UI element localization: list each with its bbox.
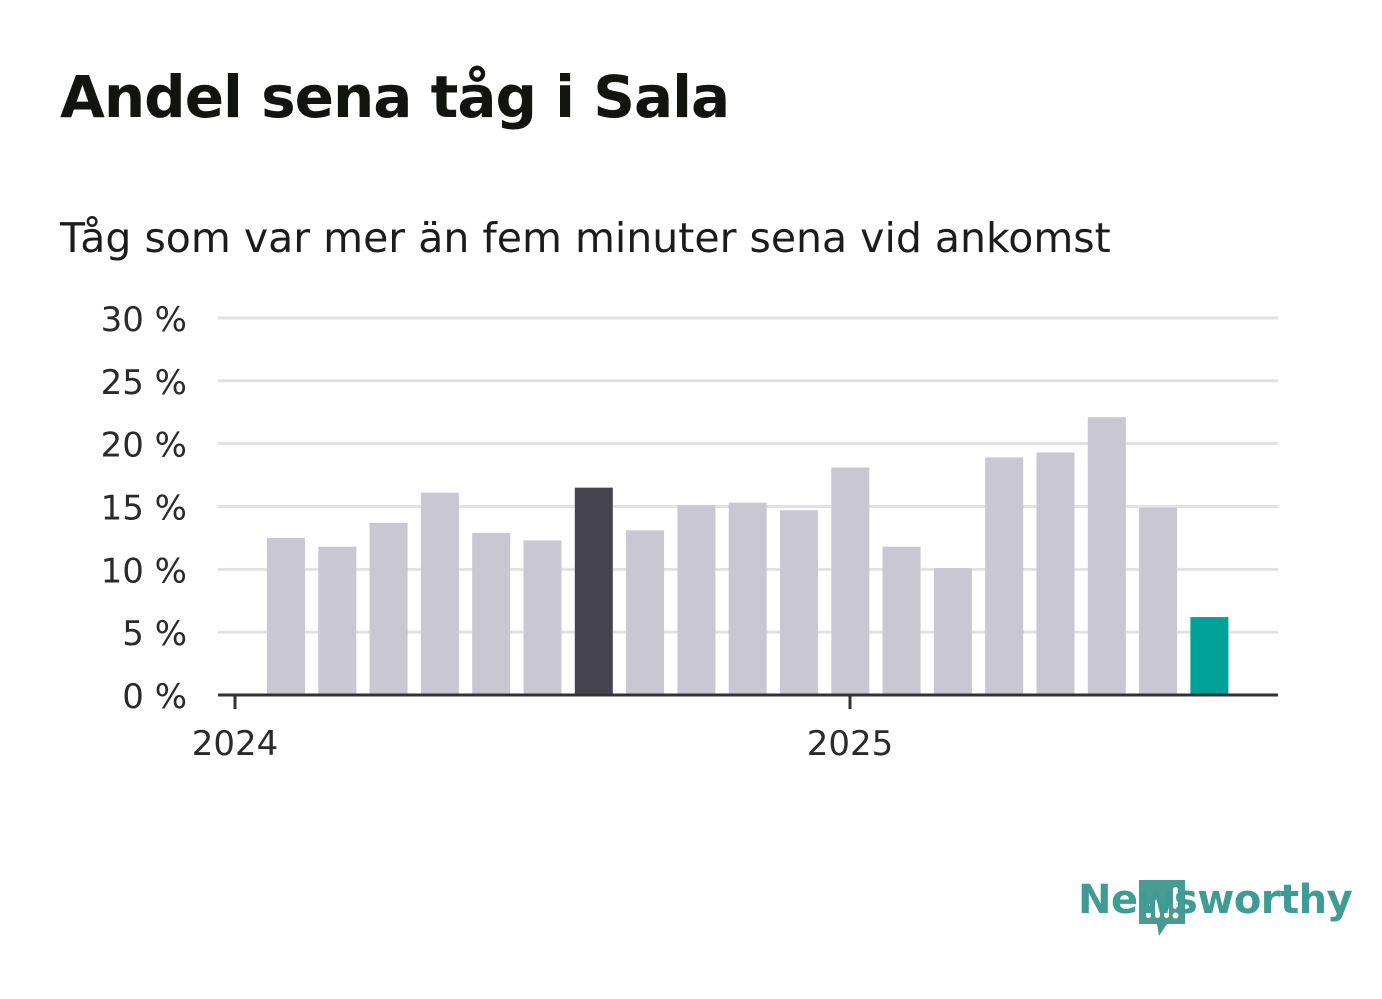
x-axis-ticks: 2024 2025 [192,695,894,764]
bar [933,568,972,695]
bar [267,537,305,695]
brand-name: Newsworthy [1078,877,1353,923]
bar [677,505,716,695]
bar [574,487,613,695]
bar [472,532,511,695]
bar [1190,617,1229,695]
bar [626,530,665,695]
y-tick-label: 15 % [101,489,187,529]
bar [780,510,818,695]
newsworthy-logo-icon [1139,880,1185,936]
chart-subtitle: Tåg som var mer än fem minuter sena vid … [60,214,1111,262]
y-tick-label: 5 % [122,614,187,654]
bar [985,457,1024,695]
bar [420,492,459,695]
y-tick-label: 10 % [101,551,187,591]
bar [318,546,357,695]
y-axis-ticks: 0 % 5 % 10 % 15 % 20 % 25 % 30 % [101,300,187,717]
y-tick-label: 25 % [101,363,187,403]
bar [831,467,870,695]
chart-title: Andel sena tåg i Sala [60,63,730,131]
bar [523,540,562,695]
x-tick-label: 2025 [807,724,894,764]
x-tick-label: 2024 [192,724,279,764]
y-tick-label: 0 % [122,677,187,717]
bar [369,522,408,695]
bar-chart: 0 % 5 % 10 % 15 % 20 % 25 % 30 % 2024 2025 [101,300,1278,764]
y-tick-label: 30 % [101,300,187,340]
bar [1139,507,1178,695]
y-tick-label: 20 % [101,426,187,466]
bar [1036,452,1075,695]
bar [728,502,767,695]
bar [1087,417,1126,695]
bars [267,417,1229,695]
bar [882,546,921,695]
